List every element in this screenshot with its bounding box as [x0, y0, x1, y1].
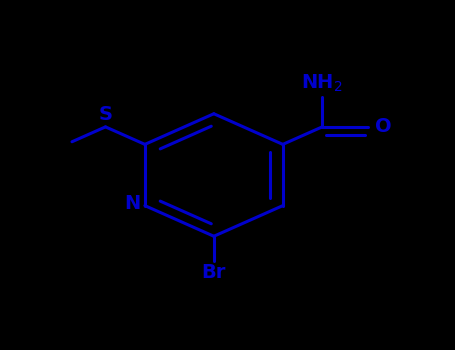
- Text: Br: Br: [202, 262, 226, 281]
- Text: S: S: [98, 105, 112, 124]
- Text: N: N: [124, 194, 140, 214]
- Text: O: O: [374, 117, 391, 136]
- Text: NH$_2$: NH$_2$: [301, 73, 343, 94]
